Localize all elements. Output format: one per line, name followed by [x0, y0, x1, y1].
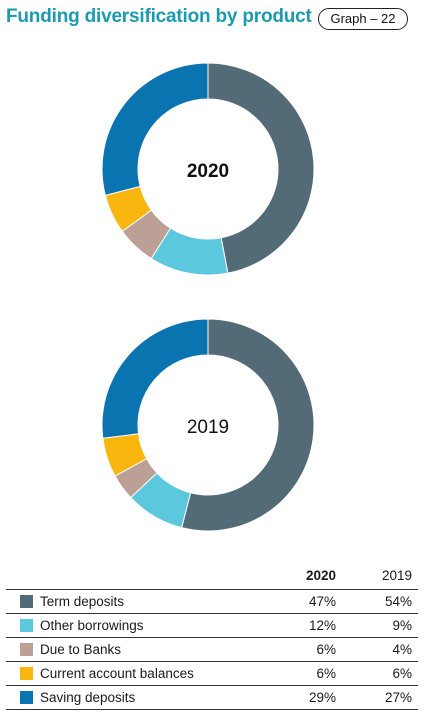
legend-value-2020: 47% [266, 589, 342, 614]
legend-swatch [20, 643, 33, 656]
legend-value-2020: 29% [266, 685, 342, 710]
legend-row: Term deposits 47% 54% [6, 589, 418, 614]
donut-charts: 2020 2019 [101, 62, 315, 532]
donut-slice-2020-term-deposits [207, 62, 315, 274]
legend-value-2019: 6% [342, 661, 418, 686]
legend-row: Other borrowings 12% 9% [6, 613, 418, 638]
legend-value-2019: 4% [342, 637, 418, 662]
legend-row: Saving deposits 29% 27% [6, 685, 418, 710]
donut-center-label-2020: 2020 [187, 161, 229, 182]
legend-value-2019: 27% [342, 685, 418, 710]
legend-label: Term deposits [40, 589, 266, 614]
legend-table: 2020 2019 Term deposits 47% 54% Other borro… [6, 560, 418, 710]
donut-slice-2019-term-deposits [181, 318, 315, 532]
legend-swatch [20, 667, 33, 680]
donut-slice-2019-saving-deposits [101, 318, 209, 439]
legend-label: Current account balances [40, 661, 266, 686]
legend-label: Saving deposits [40, 685, 266, 710]
legend-header-2019: 2019 [381, 567, 412, 583]
graph-number-badge: Graph – 22 [318, 8, 408, 30]
donut-slice-2020-saving-deposits [101, 62, 209, 196]
legend-swatch [20, 619, 33, 632]
legend-row: Due to Banks 6% 4% [6, 637, 418, 662]
legend-value-2020: 6% [266, 661, 342, 686]
legend-swatch [20, 691, 33, 704]
legend-header-2020: 2020 [305, 567, 336, 583]
legend-value-2020: 12% [266, 613, 342, 638]
legend-swatch [20, 595, 33, 608]
legend-label: Due to Banks [40, 637, 266, 662]
legend-row: Current account balances 6% 6% [6, 661, 418, 686]
legend-label: Other borrowings [40, 613, 266, 638]
donut-center-label-2019: 2019 [187, 417, 229, 438]
legend-value-2019: 54% [342, 589, 418, 614]
legend-value-2019: 9% [342, 613, 418, 638]
legend-value-2020: 6% [266, 637, 342, 662]
chart-title: Funding diversification by product [6, 6, 312, 27]
